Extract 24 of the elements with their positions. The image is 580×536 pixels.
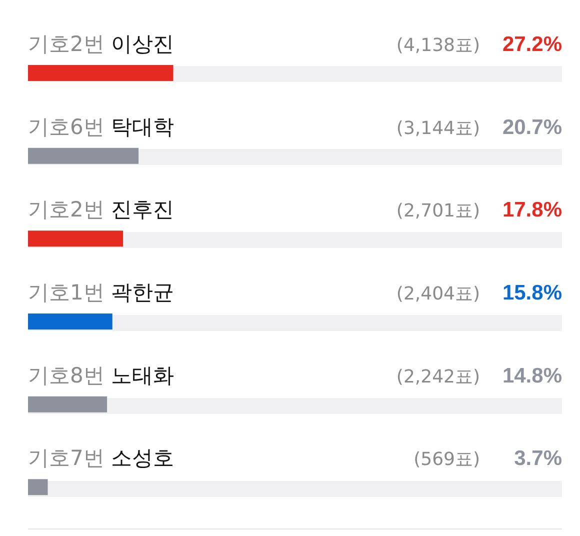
y-tick-label: 기호1번 곽한균	[28, 280, 174, 304]
y-tick-label: 기호2번 이상진	[28, 32, 174, 56]
data-label: 3.7%	[514, 447, 562, 470]
annotation: (4,138표)	[396, 35, 480, 56]
bar	[28, 314, 112, 330]
y-tick-label: 기호6번 탁대학	[28, 114, 174, 139]
bar	[28, 479, 48, 496]
y-tick-label: 기호2번 진후진	[28, 198, 174, 222]
bar	[28, 230, 124, 247]
y-tick-label: 기호7번 소성호	[28, 446, 174, 470]
bar	[28, 65, 174, 81]
data-label: 15.8%	[502, 282, 562, 304]
annotation: (569표)	[414, 449, 480, 470]
annotation: (2,404표)	[396, 284, 480, 304]
data-label: 14.8%	[502, 364, 562, 388]
annotation: (3,144표)	[396, 118, 480, 139]
data-label: 20.7%	[502, 116, 562, 139]
bar	[28, 396, 108, 412]
annotation: (2,242표)	[396, 366, 480, 388]
annotation: (2,701표)	[396, 200, 480, 222]
y-tick-label: 기호8번 노태화	[28, 363, 174, 388]
data-label: 17.8%	[502, 198, 562, 222]
data-label: 27.2%	[502, 33, 562, 56]
bar	[28, 148, 139, 164]
